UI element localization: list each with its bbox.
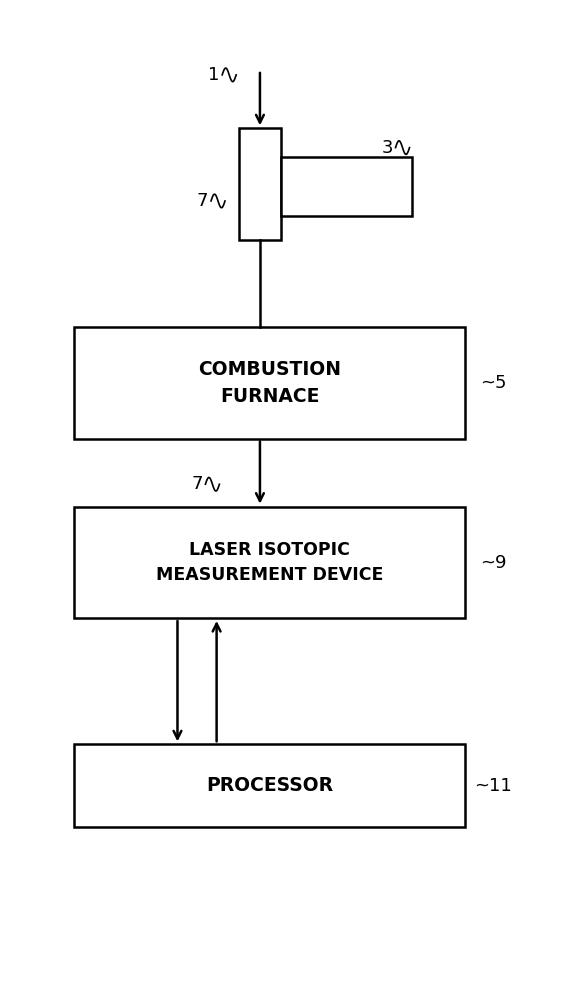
Text: 7: 7 <box>197 192 209 210</box>
Text: PROCESSOR: PROCESSOR <box>206 776 333 795</box>
Text: COMBUSTION
FURNACE: COMBUSTION FURNACE <box>198 360 342 405</box>
Text: ~5: ~5 <box>480 374 507 393</box>
Text: ~11: ~11 <box>474 777 512 795</box>
Text: 7: 7 <box>191 475 203 493</box>
Text: LASER ISOTOPIC
MEASUREMENT DEVICE: LASER ISOTOPIC MEASUREMENT DEVICE <box>156 541 383 584</box>
Text: 3: 3 <box>382 139 393 156</box>
Text: 1: 1 <box>208 66 219 84</box>
Bar <box>74 744 465 827</box>
Bar <box>74 327 465 439</box>
Bar <box>74 507 465 618</box>
Bar <box>239 128 281 240</box>
Bar <box>281 157 413 215</box>
Text: ~9: ~9 <box>480 554 507 572</box>
